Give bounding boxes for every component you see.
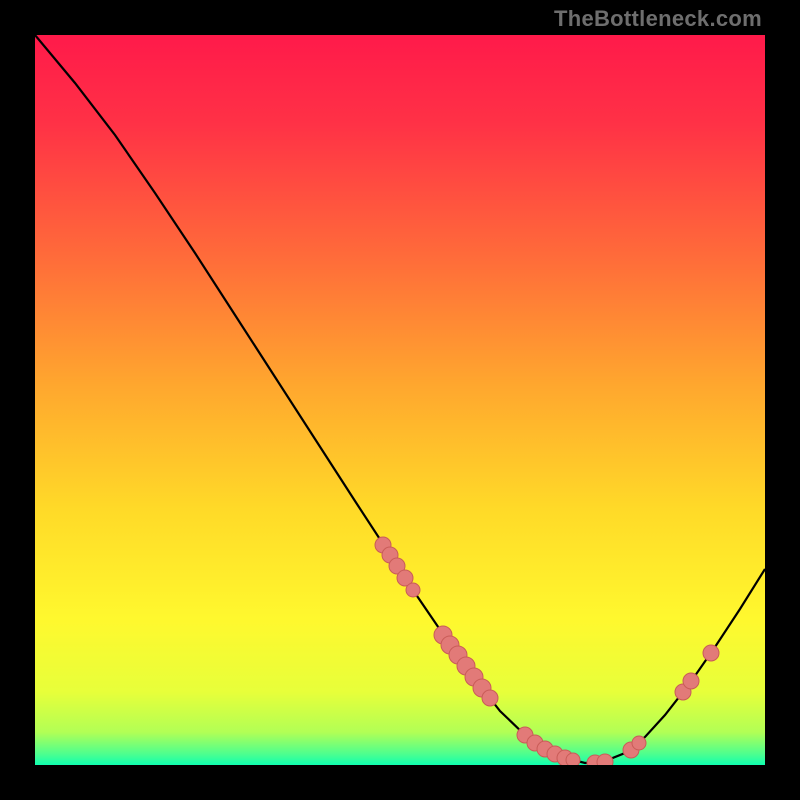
data-marker <box>632 736 646 750</box>
data-marker <box>406 583 420 597</box>
chart-container <box>35 35 765 765</box>
data-marker <box>683 673 699 689</box>
watermark-text: TheBottleneck.com <box>554 6 762 32</box>
data-marker <box>597 754 613 765</box>
gradient-background <box>35 35 765 765</box>
data-marker <box>566 753 580 765</box>
bottleneck-chart <box>35 35 765 765</box>
data-marker <box>703 645 719 661</box>
data-marker <box>482 690 498 706</box>
